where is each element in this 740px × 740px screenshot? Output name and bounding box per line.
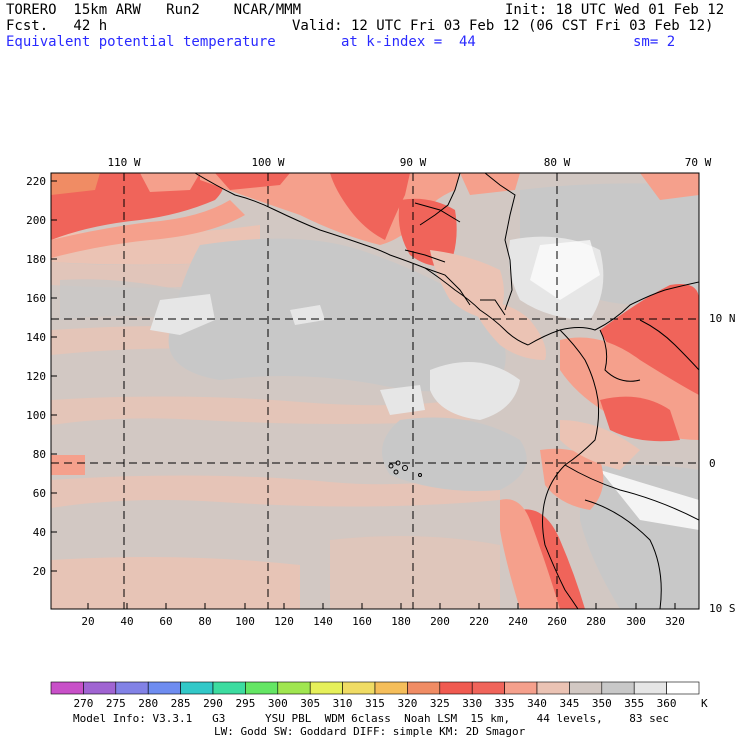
y-tick-label: 180 <box>26 253 46 266</box>
legend-swatch <box>50 681 84 695</box>
x-tick-label: 100 <box>235 615 255 628</box>
legend-level-label: 305 <box>300 697 320 710</box>
legend-level-label: 285 <box>171 697 191 710</box>
coastlines <box>194 173 699 609</box>
lon-label: 70 W <box>685 156 712 169</box>
legend-level-label: 300 <box>268 697 288 710</box>
legend-swatch <box>180 681 214 695</box>
y-tick-label: 60 <box>33 487 46 500</box>
axis-ticks <box>51 180 676 609</box>
x-tick-label: 40 <box>120 615 133 628</box>
legend-swatch <box>342 681 376 695</box>
y-tick-label: 40 <box>33 526 46 539</box>
x-tick-label: 320 <box>665 615 685 628</box>
legend-swatch <box>601 681 635 695</box>
y-tick-label: 120 <box>26 370 46 383</box>
legend-level-label: 295 <box>235 697 255 710</box>
lat-label: 0 <box>709 457 716 470</box>
legend-level-label: 355 <box>624 697 644 710</box>
x-tick-label: 140 <box>313 615 333 628</box>
y-tick-label: 200 <box>26 214 46 227</box>
y-tick-label: 20 <box>33 565 46 578</box>
legend-level-label: 350 <box>592 697 612 710</box>
legend-swatch <box>407 681 441 695</box>
init-time: Init: 18 UTC Wed 01 Feb 12 <box>505 2 725 18</box>
x-tick-label: 20 <box>81 615 94 628</box>
legend-swatch <box>147 681 181 695</box>
legend-level-label: 325 <box>430 697 450 710</box>
valid-time: Valid: 12 UTC Fri 03 Feb 12 (06 CST Fri … <box>292 18 714 34</box>
legend-swatch <box>374 681 408 695</box>
legend-unit: K <box>701 697 708 710</box>
y-tick-label: 100 <box>26 409 46 422</box>
x-tick-label: 300 <box>626 615 646 628</box>
lon-label: 90 W <box>400 156 427 169</box>
lon-label: 80 W <box>544 156 571 169</box>
physics-info: LW: Godd SW: Goddard DIFF: simple KM: 2D… <box>214 725 526 738</box>
x-tick-label: 240 <box>508 615 528 628</box>
color-legend: 270 275 280 285 290 295 300 305 310 315 320 325 330 3… <box>50 681 708 710</box>
x-tick-label: 60 <box>159 615 172 628</box>
legend-level-label: 335 <box>495 697 515 710</box>
level-info: at k-index = 44 <box>341 34 476 50</box>
legend-swatch <box>536 681 570 695</box>
latlon-grid <box>51 173 699 609</box>
legend-level-label: 345 <box>559 697 579 710</box>
color-legend-labels: 270 275 280 285 290 295 300 305 310 315 320 325 330 3… <box>73 697 676 710</box>
y-tick-label: 80 <box>33 448 46 461</box>
x-tick-label: 160 <box>352 615 372 628</box>
x-tick-label: 200 <box>430 615 450 628</box>
legend-level-label: 315 <box>365 697 385 710</box>
x-tick-label: 280 <box>586 615 606 628</box>
forecast-hour: Fcst. 42 h <box>6 18 108 34</box>
legend-swatch <box>212 681 246 695</box>
legend-level-label: 330 <box>462 697 482 710</box>
y-tick-label: 220 <box>26 175 46 188</box>
x-tick-label: 80 <box>198 615 211 628</box>
map-frame <box>50 172 700 610</box>
legend-level-label: 310 <box>333 697 353 710</box>
legend-level-label: 275 <box>106 697 126 710</box>
y-tick-label: 140 <box>26 331 46 344</box>
lon-label: 110 W <box>107 156 140 169</box>
legend-swatch <box>83 681 117 695</box>
field-name: Equivalent potential temperature <box>6 34 276 50</box>
map-fill-layer <box>51 173 699 609</box>
legend-level-label: 340 <box>527 697 547 710</box>
lon-label: 100 W <box>251 156 284 169</box>
legend-swatch <box>633 681 667 695</box>
x-tick-label: 220 <box>469 615 489 628</box>
legend-level-label: 290 <box>203 697 223 710</box>
legend-level-label: 270 <box>73 697 93 710</box>
run-title: TORERO 15km ARW Run2 NCAR/MMM <box>6 2 302 18</box>
legend-swatch <box>504 681 538 695</box>
x-tick-label: 260 <box>547 615 567 628</box>
legend-level-label: 320 <box>397 697 417 710</box>
legend-level-label: 280 <box>138 697 158 710</box>
model-info: Model Info: V3.3.1 G3 YSU PBL WDM 6class… <box>73 712 670 725</box>
legend-swatch <box>569 681 603 695</box>
legend-swatch <box>439 681 473 695</box>
legend-swatch <box>666 681 700 695</box>
legend-swatch <box>245 681 279 695</box>
lat-label: 10 S <box>709 602 736 615</box>
legend-swatch <box>277 681 311 695</box>
legend-level-label: 360 <box>657 697 677 710</box>
x-tick-label: 120 <box>274 615 294 628</box>
lat-label: 10 N <box>709 312 736 325</box>
legend-swatch <box>309 681 343 695</box>
x-tick-label: 180 <box>391 615 411 628</box>
theta-e-map: 110 W 100 W 90 W 80 W 70 W 10 N 0 10 S 2… <box>26 156 736 628</box>
color-legend-boxes <box>50 681 700 695</box>
legend-swatch <box>115 681 149 695</box>
smoothing-info: sm= 2 <box>633 34 676 50</box>
legend-swatch <box>471 681 505 695</box>
y-tick-label: 160 <box>26 292 46 305</box>
